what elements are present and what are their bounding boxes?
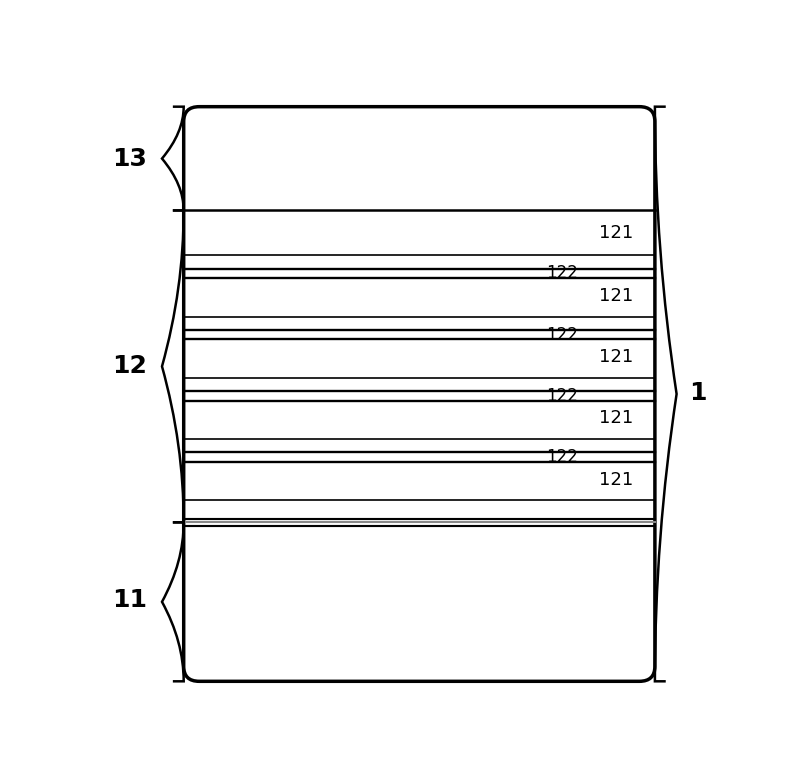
Text: 121: 121 xyxy=(599,471,634,489)
Text: 122: 122 xyxy=(546,326,578,344)
Text: 1: 1 xyxy=(690,382,707,405)
Text: 121: 121 xyxy=(599,287,634,305)
Text: 122: 122 xyxy=(546,387,578,405)
Text: 122: 122 xyxy=(546,448,578,466)
Text: 122: 122 xyxy=(546,264,578,283)
FancyBboxPatch shape xyxy=(184,107,655,682)
Text: 121: 121 xyxy=(599,347,634,366)
Text: 121: 121 xyxy=(599,224,634,242)
Text: 121: 121 xyxy=(599,409,634,427)
Text: 11: 11 xyxy=(112,588,147,612)
Text: 12: 12 xyxy=(112,354,147,379)
Text: 13: 13 xyxy=(112,147,147,171)
